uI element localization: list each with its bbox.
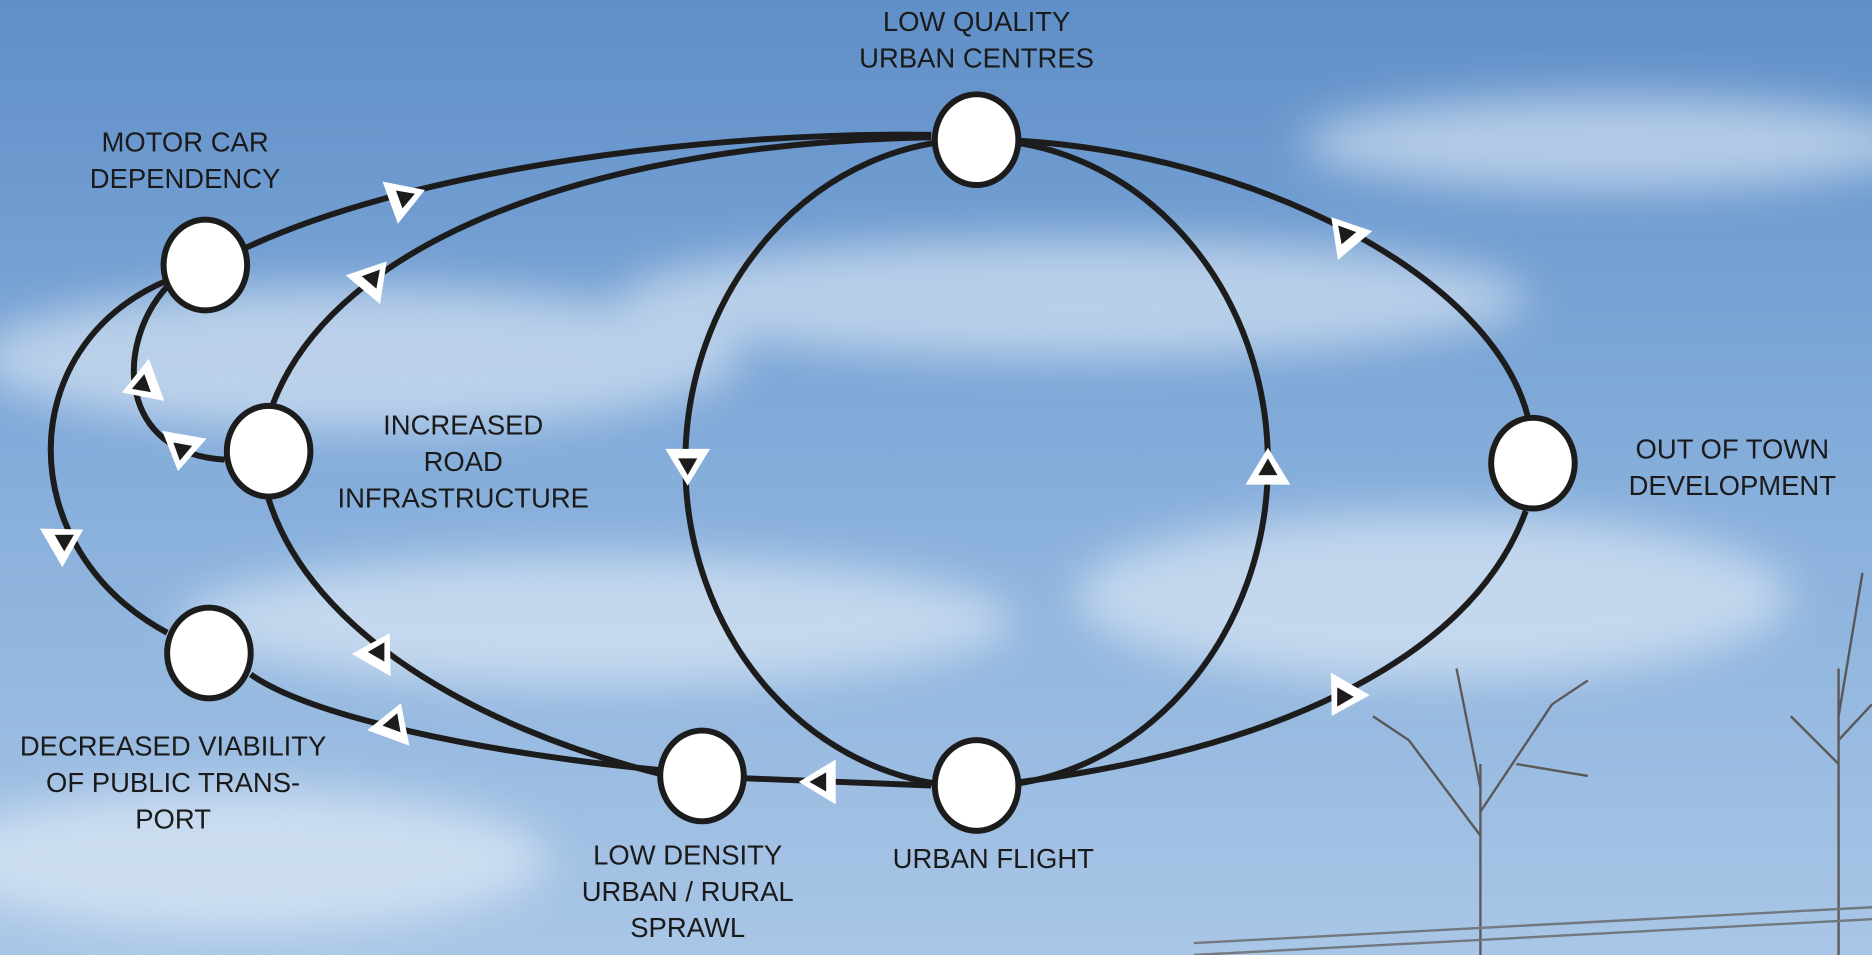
node-label: INCREASED: [383, 410, 543, 441]
node-label: URBAN FLIGHT: [893, 843, 1094, 874]
node: [167, 608, 251, 699]
node: [660, 731, 744, 822]
node-label: SPRAWL: [630, 912, 745, 943]
node: [1491, 418, 1575, 509]
node-label: OF PUBLIC TRANS-: [46, 767, 300, 798]
node: [935, 740, 1019, 831]
node: [227, 406, 311, 497]
node-label: LOW QUALITY: [883, 6, 1071, 37]
node-label: ROAD: [424, 446, 503, 477]
node: [935, 94, 1019, 185]
node-label: INFRASTRUCTURE: [337, 482, 589, 513]
node-label: MOTOR CAR: [101, 127, 268, 158]
node-label: URBAN / RURAL: [582, 876, 794, 907]
node-label: DEPENDENCY: [90, 163, 281, 194]
node-label: DEVELOPMENT: [1629, 470, 1837, 501]
node-label: URBAN CENTRES: [859, 43, 1094, 74]
node-label: DECREASED VIABILITY: [20, 731, 327, 762]
diagram: LOW QUALITY URBAN CENTRES MOTOR CAR DEPENDE…: [0, 0, 1872, 955]
node-label: LOW DENSITY: [593, 839, 782, 870]
node-label: PORT: [135, 804, 211, 835]
node: [164, 220, 248, 311]
node-label: OUT OF TOWN: [1636, 433, 1830, 464]
